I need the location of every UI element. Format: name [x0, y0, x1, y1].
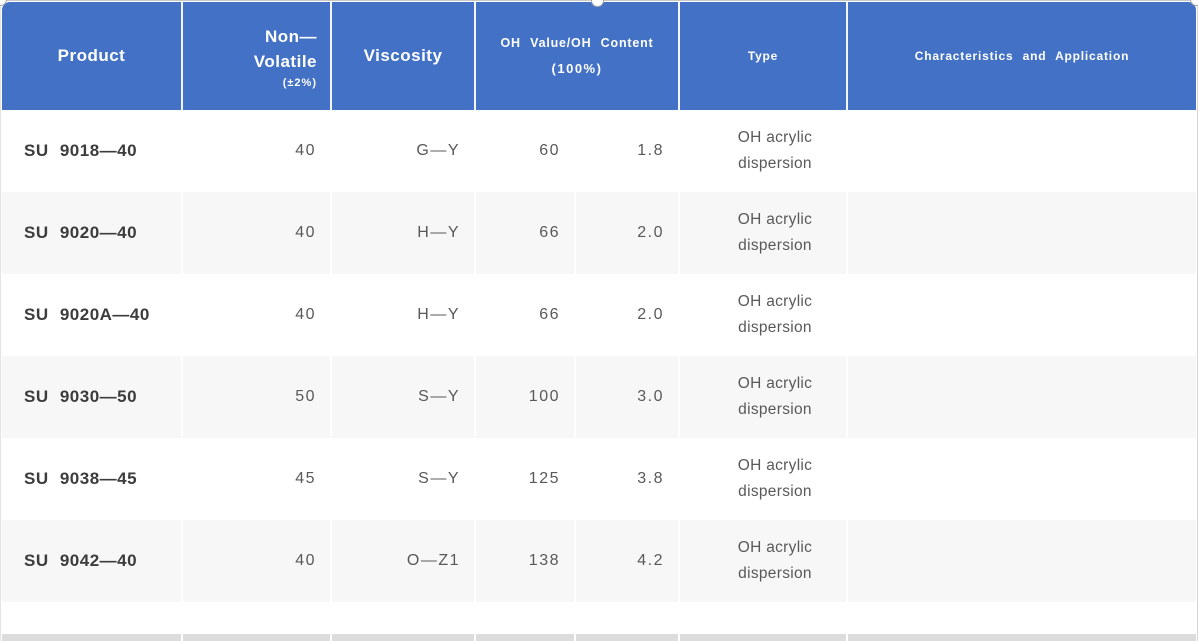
- next-table-edge-segment: [183, 634, 332, 641]
- product-cell: SU 9020—40: [2, 192, 183, 274]
- type-text: OH acrylic dispersion: [737, 375, 813, 418]
- type-cell: OH acrylic dispersion: [680, 356, 848, 438]
- characteristics-cell: [848, 438, 1196, 520]
- header-label-non-volatile-line2: Volatile: [253, 51, 317, 71]
- oh-value-cell: 100: [476, 356, 576, 438]
- header-label-oh-line2: (100%): [551, 61, 603, 76]
- header-cell-non-volatile: Non— Volatile (±2%): [183, 2, 332, 110]
- non-volatile-cell: 40: [183, 520, 332, 602]
- type-cell: OH acrylic dispersion: [680, 438, 848, 520]
- type-text: OH acrylic dispersion: [737, 129, 813, 172]
- header-label-oh-line1: OH Value/OH Content: [500, 36, 654, 50]
- next-table-edge-segment: [680, 634, 848, 641]
- product-cell: SU 9042—40: [2, 520, 183, 602]
- non-volatile-cell: 50: [183, 356, 332, 438]
- oh-value-cell: 125: [476, 438, 576, 520]
- type-cell: OH acrylic dispersion: [680, 520, 848, 602]
- oh-content-cell: 3.0: [576, 356, 680, 438]
- table-header-row: Product Non— Volatile (±2%) Viscosity OH…: [2, 2, 1196, 110]
- next-table-edge-segment: [576, 634, 680, 641]
- viscosity-cell: O—Z1: [332, 520, 476, 602]
- viscosity-cell: S—Y: [332, 438, 476, 520]
- header-cell-characteristics: Characteristics and Application: [848, 2, 1196, 110]
- characteristics-cell: [848, 520, 1196, 602]
- product-cell: SU 9018—40: [2, 110, 183, 192]
- header-label-type: Type: [747, 49, 779, 63]
- type-cell: OH acrylic dispersion: [680, 274, 848, 356]
- oh-value-cell: 138: [476, 520, 576, 602]
- header-cell-oh-value-content: OH Value/OH Content (100%): [476, 2, 680, 110]
- product-cell: SU 9030—50: [2, 356, 183, 438]
- characteristics-cell: [848, 274, 1196, 356]
- header-label-non-volatile-note: (±2%): [282, 76, 317, 89]
- non-volatile-cell: 45: [183, 438, 332, 520]
- table-row: SU 9042—40 40 O—Z1 138 4.2 OH acrylic di…: [2, 520, 1196, 602]
- product-cell: SU 9038—45: [2, 438, 183, 520]
- viscosity-cell: G—Y: [332, 110, 476, 192]
- oh-content-cell: 4.2: [576, 520, 680, 602]
- header-cell-viscosity: Viscosity: [332, 2, 476, 110]
- oh-content-cell: 1.8: [576, 110, 680, 192]
- type-text: OH acrylic dispersion: [737, 457, 813, 500]
- type-text: OH acrylic dispersion: [737, 211, 813, 254]
- type-text: OH acrylic dispersion: [737, 539, 813, 582]
- table-row: SU 9020—40 40 H—Y 66 2.0 OH acrylic disp…: [2, 192, 1196, 274]
- next-table-edge-segment: [848, 634, 1196, 641]
- viscosity-cell: S—Y: [332, 356, 476, 438]
- type-cell: OH acrylic dispersion: [680, 192, 848, 274]
- type-cell: OH acrylic dispersion: [680, 110, 848, 192]
- oh-content-cell: 2.0: [576, 192, 680, 274]
- characteristics-cell: [848, 192, 1196, 274]
- header-label-product: Product: [57, 46, 126, 65]
- header-label-characteristics: Characteristics and Application: [914, 49, 1130, 63]
- oh-content-cell: 3.8: [576, 438, 680, 520]
- non-volatile-cell: 40: [183, 110, 332, 192]
- next-table-edge-segment: [332, 634, 476, 641]
- header-cell-type: Type: [680, 2, 848, 110]
- oh-content-cell: 2.0: [576, 274, 680, 356]
- next-table-top-edge: [2, 634, 1196, 641]
- non-volatile-cell: 40: [183, 192, 332, 274]
- next-table-edge-segment: [476, 634, 576, 641]
- product-cell: SU 9020A—40: [2, 274, 183, 356]
- next-table-edge-segment: [2, 634, 183, 641]
- viscosity-cell: H—Y: [332, 274, 476, 356]
- product-spec-table: Product Non— Volatile (±2%) Viscosity OH…: [2, 2, 1196, 602]
- table-row: SU 9018—40 40 G—Y 60 1.8 OH acrylic disp…: [2, 110, 1196, 192]
- header-label-non-volatile-line1: Non—: [264, 26, 317, 46]
- type-text: OH acrylic dispersion: [737, 293, 813, 336]
- table-row: SU 9038—45 45 S—Y 125 3.8 OH acrylic dis…: [2, 438, 1196, 520]
- characteristics-cell: [848, 110, 1196, 192]
- selection-border-left: [0, 0, 1, 641]
- non-volatile-cell: 40: [183, 274, 332, 356]
- table-row: SU 9030—50 50 S—Y 100 3.0 OH acrylic dis…: [2, 356, 1196, 438]
- oh-value-cell: 66: [476, 274, 576, 356]
- resize-handle-top-right[interactable]: [1190, 0, 1198, 6]
- oh-value-cell: 66: [476, 192, 576, 274]
- table-row: SU 9020A—40 40 H—Y 66 2.0 OH acrylic dis…: [2, 274, 1196, 356]
- characteristics-cell: [848, 356, 1196, 438]
- viscosity-cell: H—Y: [332, 192, 476, 274]
- header-cell-product: Product: [2, 2, 183, 110]
- header-label-viscosity: Viscosity: [363, 46, 443, 65]
- oh-value-cell: 60: [476, 110, 576, 192]
